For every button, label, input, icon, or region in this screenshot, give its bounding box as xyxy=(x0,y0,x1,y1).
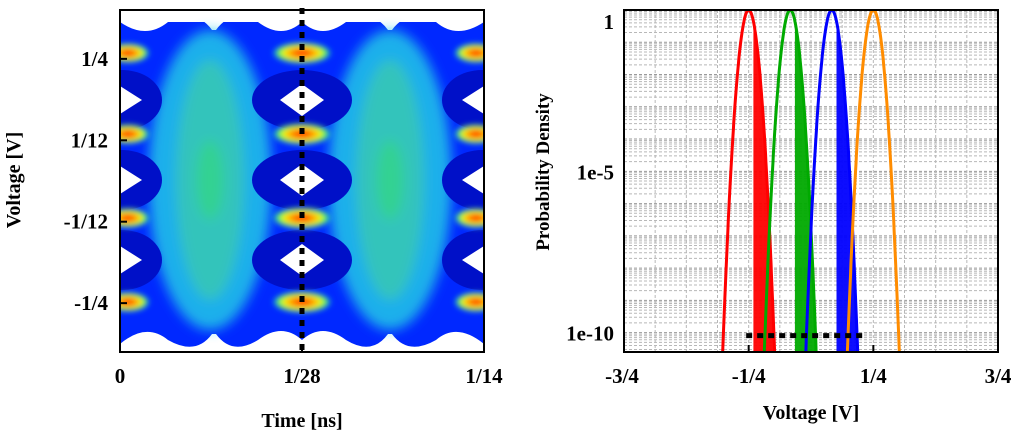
eye-y-tick-label: 1/12 xyxy=(71,128,108,152)
pdf-x-ticks: -3/4 -1/4 1/4 3/4 xyxy=(605,345,1012,388)
pdf-curve-series-2 xyxy=(804,10,860,352)
pdf-x-tick-label: -3/4 xyxy=(605,364,639,388)
eye-y-ticks: 1/4 1/12 -1/12 -1/4 xyxy=(64,47,127,315)
pdf-chart: 1 1e-5 1e-10 -3/4 -1/4 1/4 3/4 Voltage [V] Pr… xyxy=(533,9,1012,424)
pdf-grid xyxy=(624,10,998,352)
eye-y-tick-label: -1/12 xyxy=(64,210,108,234)
pdf-x-axis-label: Voltage [V] xyxy=(763,402,859,424)
eye-x-tick-label: 0 xyxy=(115,364,126,388)
pdf-y-tick-label: 1e-10 xyxy=(566,322,614,346)
pdf-y-tick-label: 1 xyxy=(604,10,615,34)
pdf-x-tick-label: -1/4 xyxy=(732,364,766,388)
pdf-curves xyxy=(721,10,901,352)
pdf-y-tick-label: 1e-5 xyxy=(577,160,614,184)
eye-x-tick-label: 1/28 xyxy=(283,364,320,388)
pdf-curve-series-0 xyxy=(721,10,777,352)
pdf-curve-series-1 xyxy=(762,10,818,352)
pdf-y-ticks: 1 1e-5 1e-10 xyxy=(566,10,614,346)
pdf-x-tick-label: 1/4 xyxy=(860,364,887,388)
eye-y-tick-label: -1/4 xyxy=(74,291,108,315)
eye-heatmap xyxy=(120,10,484,352)
pdf-curve-series-3 xyxy=(845,10,901,352)
eye-y-tick-label: 1/4 xyxy=(81,47,108,71)
eye-y-axis-label: Voltage [V] xyxy=(3,132,25,228)
eye-crossings xyxy=(148,30,452,330)
eye-x-tick-label: 1/14 xyxy=(465,364,503,388)
pdf-plot-frame xyxy=(623,9,999,353)
pdf-x-tick-label: 3/4 xyxy=(985,364,1012,388)
eye-diagram: 1/4 1/12 -1/12 -1/4 0 1/28 1/14 Time [ns] Vol… xyxy=(3,8,503,432)
pdf-y-axis-label: Probability Density xyxy=(533,93,554,251)
eye-bottom-edge xyxy=(120,331,484,352)
eye-x-ticks: 0 1/28 1/14 xyxy=(115,345,503,388)
eye-x-axis-label: Time [ns] xyxy=(261,410,342,432)
